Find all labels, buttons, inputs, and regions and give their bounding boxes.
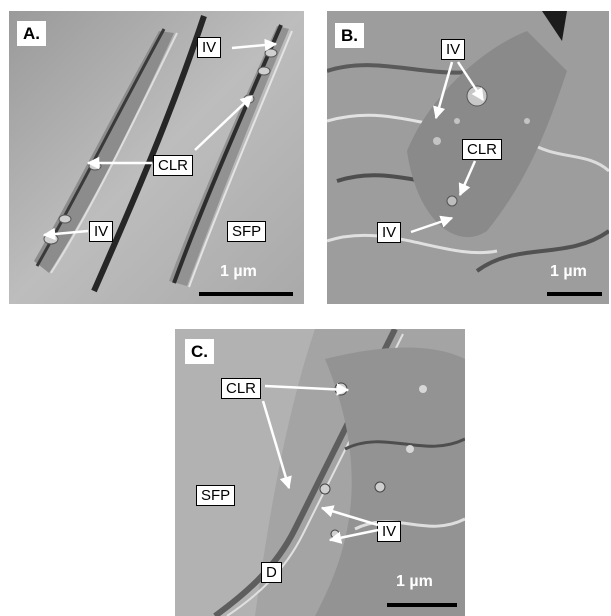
- micrograph-c: [175, 329, 465, 616]
- panel-letter: B.: [335, 23, 364, 48]
- label-iv: IV: [441, 39, 466, 60]
- micrograph-a: [9, 11, 304, 304]
- label-iv: IV: [89, 221, 114, 242]
- label-iv: IV: [377, 521, 402, 542]
- scale-bar: [547, 292, 602, 296]
- scale-label: 1 µm: [220, 263, 257, 280]
- panel-letter: A.: [17, 21, 46, 46]
- label-d: D: [261, 562, 282, 583]
- label-clr: CLR: [153, 155, 194, 176]
- label-iv: IV: [197, 37, 222, 58]
- label-sfp: SFP: [196, 485, 236, 506]
- scale-label: 1 µm: [550, 263, 587, 280]
- scale-bar: [199, 292, 293, 296]
- label-clr: CLR: [221, 378, 262, 399]
- scale-bar: [387, 603, 457, 607]
- panel-c: C. CLR SFP IV D 1 µm: [175, 329, 465, 616]
- label-clr: CLR: [462, 139, 503, 160]
- label-iv: IV: [377, 222, 402, 243]
- panel-letter: C.: [185, 339, 214, 364]
- label-sfp: SFP: [227, 221, 267, 242]
- panel-a: A. IV CLR IV SFP 1 µm: [9, 11, 304, 304]
- panel-b: B. IV CLR IV 1 µm: [327, 11, 609, 304]
- scale-label: 1 µm: [396, 573, 433, 590]
